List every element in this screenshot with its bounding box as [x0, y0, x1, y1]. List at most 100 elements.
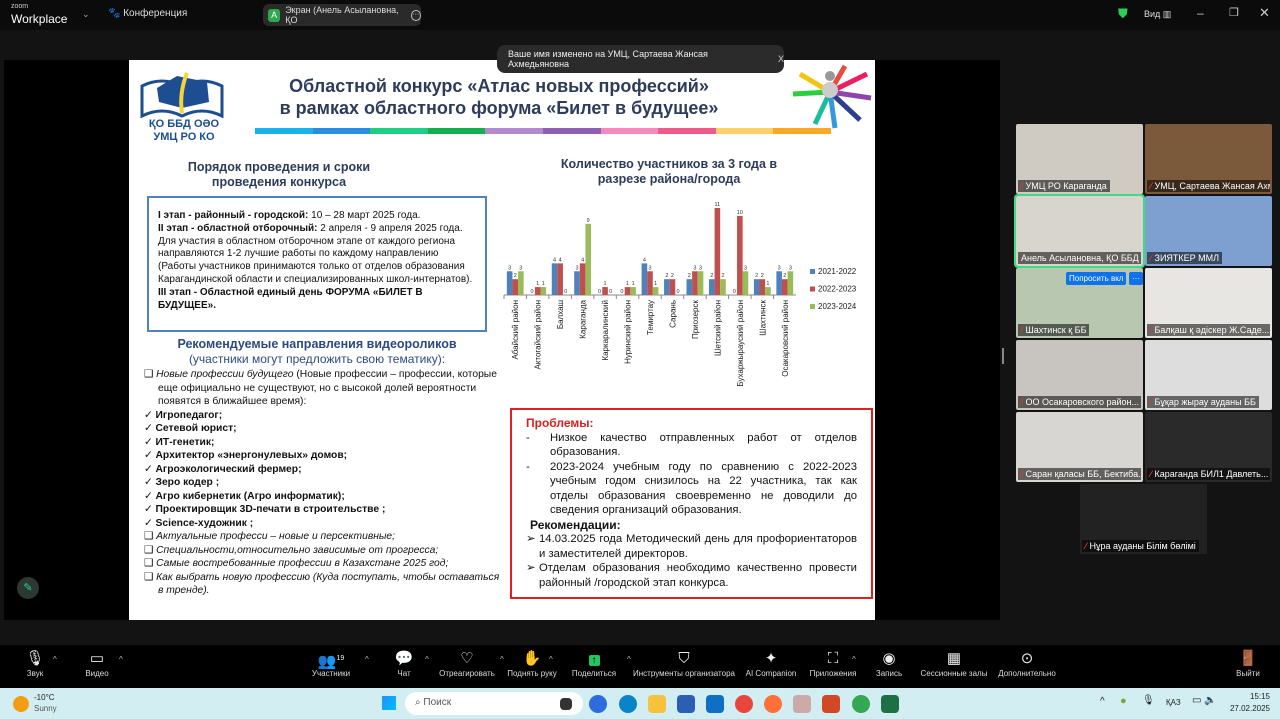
taskbar-search[interactable]: ⌕ Поиск	[405, 692, 583, 715]
excel-icon[interactable]	[881, 695, 899, 713]
restore-button[interactable]: ❐	[1229, 7, 1239, 19]
participant-video-tile[interactable]: ⁄УМЦ, Сартаева Жансая Ахме...	[1145, 124, 1272, 194]
meeting-menu[interactable]: 🐾 Конференция	[108, 8, 187, 19]
tray-app-icon[interactable]: ●	[1120, 695, 1127, 707]
react-caret[interactable]: ^	[500, 655, 504, 664]
data-label: 3	[575, 265, 578, 271]
participants-caret[interactable]: ^	[365, 655, 369, 664]
hand-icon: ✋	[522, 650, 542, 667]
participant-name-text: Караганда БИЛ1 Давлеть...	[1154, 469, 1269, 479]
weather-temp[interactable]: -10°C	[34, 693, 55, 702]
bar-2021-2022	[551, 263, 558, 295]
participant-video-tile[interactable]: ⁄ Балқаш қ әдіскер Ж.Саде...	[1145, 268, 1272, 338]
language-indicator[interactable]: ҚАЗ	[1166, 698, 1181, 707]
share-button[interactable]: ↑ Поделиться	[568, 649, 620, 678]
annotate-pencil-icon[interactable]: ✎	[17, 577, 39, 599]
weather-desc[interactable]: Sunny	[34, 704, 57, 713]
participant-video-tile[interactable]: ⁄ ЗИЯТКЕР ММЛ	[1145, 196, 1272, 266]
tile-more-button[interactable]: ···	[1129, 272, 1143, 285]
mic-muted-icon: ⁄	[1150, 469, 1152, 479]
participant-video-tile[interactable]: ⁄ ОО Осакаровского район...	[1016, 340, 1143, 410]
minimize-button[interactable]: –	[1197, 6, 1204, 20]
slide-title-line1: Областной конкурс «Атлас новых профессий…	[289, 76, 709, 96]
chat-caret[interactable]: ^	[425, 655, 429, 664]
apps-button[interactable]: ⛶ Приложения	[804, 649, 862, 678]
ask-to-unmute-button[interactable]: Попросить вкл	[1066, 272, 1127, 285]
clock-date[interactable]: 27.02.2025	[1229, 704, 1270, 713]
record-button[interactable]: ◉ Запись	[870, 649, 908, 678]
share-tab[interactable]: А Экран (Анель Асылановна, ҚО ···	[263, 4, 421, 26]
outlook-icon[interactable]	[706, 695, 724, 713]
breakout-rooms-button[interactable]: ▦ Сессионные залы	[918, 649, 990, 678]
meeting-toolbar: 🎙 Звук ^ ▭ Видео ^ 👥19 Участники ^ 💬 Чат ^ ♡…	[0, 645, 1280, 688]
edge-icon[interactable]	[619, 695, 637, 713]
network-volume-icon[interactable]: ▭ 🔈	[1192, 695, 1217, 706]
bar-2021-2022	[776, 271, 782, 295]
participant-video-tile[interactable]: ⁄ Бұқар жырау ауданы ББ	[1145, 340, 1272, 410]
raise-hand-caret[interactable]: ^	[549, 655, 553, 664]
share-caret[interactable]: ^	[627, 655, 631, 664]
check-icon: ✓	[144, 463, 156, 475]
participant-name-text: Шахтинск қ ББ	[1025, 325, 1087, 335]
participant-video-tile[interactable]: ⁄ Саран қаласы ББ, Бектиба...	[1016, 412, 1143, 482]
zoom-brand: Workplace	[11, 12, 68, 26]
app-icon[interactable]	[793, 695, 811, 713]
close-window-button[interactable]: ✕	[1259, 5, 1270, 20]
view-button[interactable]: Вид ▥	[1144, 9, 1172, 19]
list-item-text: Специальности,относительно зависимые от …	[156, 544, 439, 556]
data-label: 0	[531, 289, 534, 295]
chevron-down-icon[interactable]: ⌄	[82, 9, 90, 19]
leave-button[interactable]: 🚪 Выйти	[1232, 649, 1264, 678]
file-explorer-icon[interactable]	[648, 695, 666, 713]
raise-hand-button[interactable]: ✋ Поднять руку	[505, 649, 559, 678]
video-button[interactable]: ▭ Видео	[82, 649, 112, 678]
firefox-icon[interactable]	[764, 695, 782, 713]
legend-swatch	[810, 269, 815, 274]
task-view-icon[interactable]	[560, 698, 572, 710]
react-button[interactable]: ♡ Отреагировать	[438, 649, 496, 678]
raise-hand-label: Поднять руку	[507, 669, 557, 678]
shield-check-icon[interactable]: ⛊	[1118, 6, 1128, 21]
participant-video-tile[interactable]: ⁄ Караганда БИЛ1 Давлеть...	[1145, 412, 1272, 482]
stage-2-label: II этап - областной отборочный:	[158, 222, 318, 234]
host-tools-label: Инструменты организатора	[633, 669, 735, 678]
windows-start-icon[interactable]	[382, 696, 396, 710]
audio-options-caret[interactable]: ^	[53, 655, 57, 664]
store-icon[interactable]	[677, 695, 695, 713]
data-label: 3	[508, 265, 511, 271]
leave-label: Выйти	[1236, 669, 1260, 678]
zoom-app-icon[interactable]	[589, 695, 607, 713]
audio-button[interactable]: 🎙 Звук	[22, 649, 48, 678]
windows-taskbar: -10°C Sunny ⌕ Поиск ^ ● 🎙 ҚАЗ ▭ 🔈 15:15 …	[0, 688, 1280, 719]
video-options-caret[interactable]: ^	[119, 655, 123, 664]
participant-video-tile[interactable]: ⁄ Нұра ауданы Білім бөлімі	[1080, 484, 1207, 554]
participant-video-tile[interactable]: ⁄ Шахтинск қ ББ Попросить вкл ···	[1016, 268, 1143, 338]
chrome-icon[interactable]	[735, 695, 753, 713]
ai-companion-button[interactable]: ✦ AI Companion	[742, 649, 800, 678]
more-button[interactable]: ⊙ Дополнительно	[994, 649, 1060, 678]
participant-video-tile[interactable]: Анель Асылановна, ҚО ББД ...	[1014, 194, 1145, 268]
data-label: 1	[626, 281, 629, 287]
close-notification-button[interactable]: X	[777, 54, 784, 64]
tray-expand-icon[interactable]: ^	[1100, 696, 1105, 707]
participants-count: 19	[336, 655, 345, 662]
chrome-profile-icon[interactable]	[852, 695, 870, 713]
data-label: 3	[778, 265, 781, 271]
powerpoint-icon[interactable]	[822, 695, 840, 713]
list-item-text: Игропедагог;	[155, 409, 223, 421]
apps-caret[interactable]: ^	[852, 655, 856, 664]
splitter-handle[interactable]	[1002, 348, 1004, 364]
participant-video-tile[interactable]: ⁄ УМЦ РО Караганда	[1016, 124, 1143, 194]
tray-mic-icon[interactable]: 🎙	[1142, 695, 1155, 706]
mic-muted-icon: ⁄	[1150, 181, 1152, 191]
participants-button[interactable]: 👥19 Участники	[308, 649, 354, 678]
bar-2022-2023	[669, 279, 676, 295]
clock-time[interactable]: 15:15	[1249, 692, 1270, 701]
more-icon[interactable]: ···	[410, 9, 421, 21]
bar-2022-2023	[692, 271, 698, 295]
stage-1: I этап - районный - городской: 10 – 28 м…	[158, 210, 476, 223]
view-label: Вид	[1144, 9, 1161, 19]
data-label: 1	[536, 281, 539, 287]
chat-button[interactable]: 💬 Чат	[392, 649, 416, 678]
host-tools-button[interactable]: ⛉ Инструменты организатора	[630, 649, 738, 678]
